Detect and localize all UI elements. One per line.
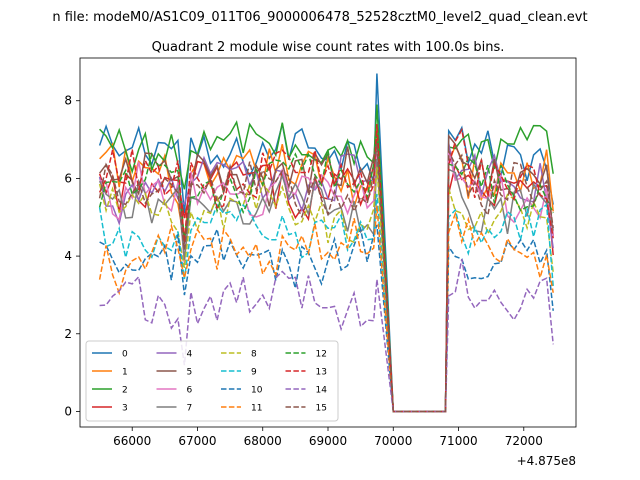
legend-label: 11 — [251, 404, 262, 414]
y-tick-label: 6 — [64, 171, 72, 185]
x-axis: 66000 67000 68000 69000 70000 71000 72000 — [113, 427, 543, 448]
legend-label: 10 — [251, 386, 263, 396]
series-line-8 — [98, 166, 554, 413]
series-lines — [98, 73, 554, 413]
x-tick-label: 67000 — [178, 434, 216, 448]
chart-title: Quadrant 2 module wise count rates with … — [152, 40, 505, 55]
x-tick-label: 66000 — [113, 434, 151, 448]
legend-label: 8 — [251, 350, 257, 360]
legend-label: 9 — [251, 368, 257, 378]
legend-label: 5 — [187, 368, 193, 378]
legend-entry-0: 0 — [92, 350, 128, 360]
x-tick-label: 68000 — [244, 434, 282, 448]
series-line-13 — [98, 123, 554, 413]
series-line-15 — [98, 143, 554, 413]
y-tick-label: 2 — [64, 327, 72, 341]
x-tick-label: 70000 — [374, 434, 412, 448]
legend-entry-14: 14 — [285, 386, 328, 396]
legend-entry-4: 4 — [156, 350, 193, 360]
legend-label: 2 — [122, 386, 128, 396]
legend-entry-11: 11 — [221, 404, 262, 414]
x-offset-label: +4.875e8 — [517, 454, 576, 468]
series-line-11 — [98, 205, 554, 413]
legend-entry-15: 15 — [285, 404, 327, 414]
legend-entry-6: 6 — [156, 386, 193, 396]
legend-entry-10: 10 — [221, 386, 263, 396]
y-tick-label: 0 — [64, 404, 72, 418]
legend-entry-1: 1 — [92, 368, 128, 378]
legend-label: 13 — [316, 368, 327, 378]
legend-label: 1 — [122, 368, 128, 378]
legend-entry-7: 7 — [156, 404, 193, 414]
series-line-4 — [98, 139, 554, 413]
legend-entry-2: 2 — [92, 386, 128, 396]
legend-label: 12 — [316, 350, 327, 360]
legend-label: 4 — [187, 350, 193, 360]
x-tick-label: 69000 — [309, 434, 347, 448]
legend-entry-13: 13 — [285, 368, 327, 378]
legend-label: 15 — [316, 404, 327, 414]
legend-entry-3: 3 — [92, 404, 128, 414]
series-line-2 — [99, 104, 554, 413]
legend-entry-12: 12 — [285, 350, 327, 360]
y-tick-label: 8 — [64, 94, 72, 108]
legend-entry-5: 5 — [156, 368, 193, 378]
x-tick-label: 72000 — [505, 434, 543, 448]
chart-suptitle: n file: modeM0/AS1C09_011T06_9000006478_… — [52, 10, 587, 25]
series-line-14 — [99, 258, 554, 413]
series-line-10 — [99, 224, 554, 413]
series-line-9 — [98, 193, 554, 413]
series-line-12 — [98, 131, 554, 413]
legend-box — [85, 340, 339, 422]
legend-label: 7 — [187, 404, 193, 414]
legend-entry-9: 9 — [221, 368, 257, 378]
legend-label: 3 — [122, 404, 128, 414]
x-tick-label: 71000 — [439, 434, 477, 448]
legend-label: 0 — [122, 350, 128, 360]
series-line-0 — [98, 73, 554, 413]
y-axis: 0 2 4 6 8 — [64, 94, 80, 418]
series-line-7 — [98, 158, 554, 413]
legend-entry-8: 8 — [221, 350, 257, 360]
y-tick-label: 4 — [64, 249, 72, 263]
legend-label: 14 — [316, 386, 328, 396]
legend-label: 6 — [187, 386, 193, 396]
